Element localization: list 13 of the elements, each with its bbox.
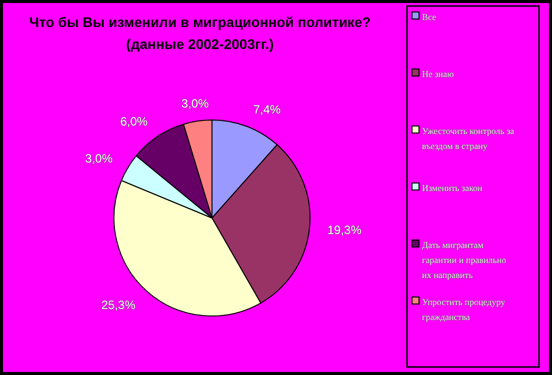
data-label: 3,0% [85,151,113,166]
legend-label: Дать мигрантам гарантии и правильно их направить [422,240,507,280]
data-label: 25,3% [101,298,136,312]
text: Что бы Вы изменили в миграционной политике? (данные 2002-2003гг.) [29,14,371,52]
data-label: 6,0% [120,114,148,129]
legend-label: Изменить закон [422,183,483,193]
legend-label: Ужесточить контроль за въездом в страну [422,126,514,151]
legend-label: Все [422,12,436,22]
legend-label: Не знаю [422,69,454,79]
data-label: 3,0% [181,96,209,110]
data-label: 7,4% [253,102,281,117]
data-label: 19,3% [327,222,362,237]
legend-label: Упростить процедуру гражданства [422,297,506,322]
